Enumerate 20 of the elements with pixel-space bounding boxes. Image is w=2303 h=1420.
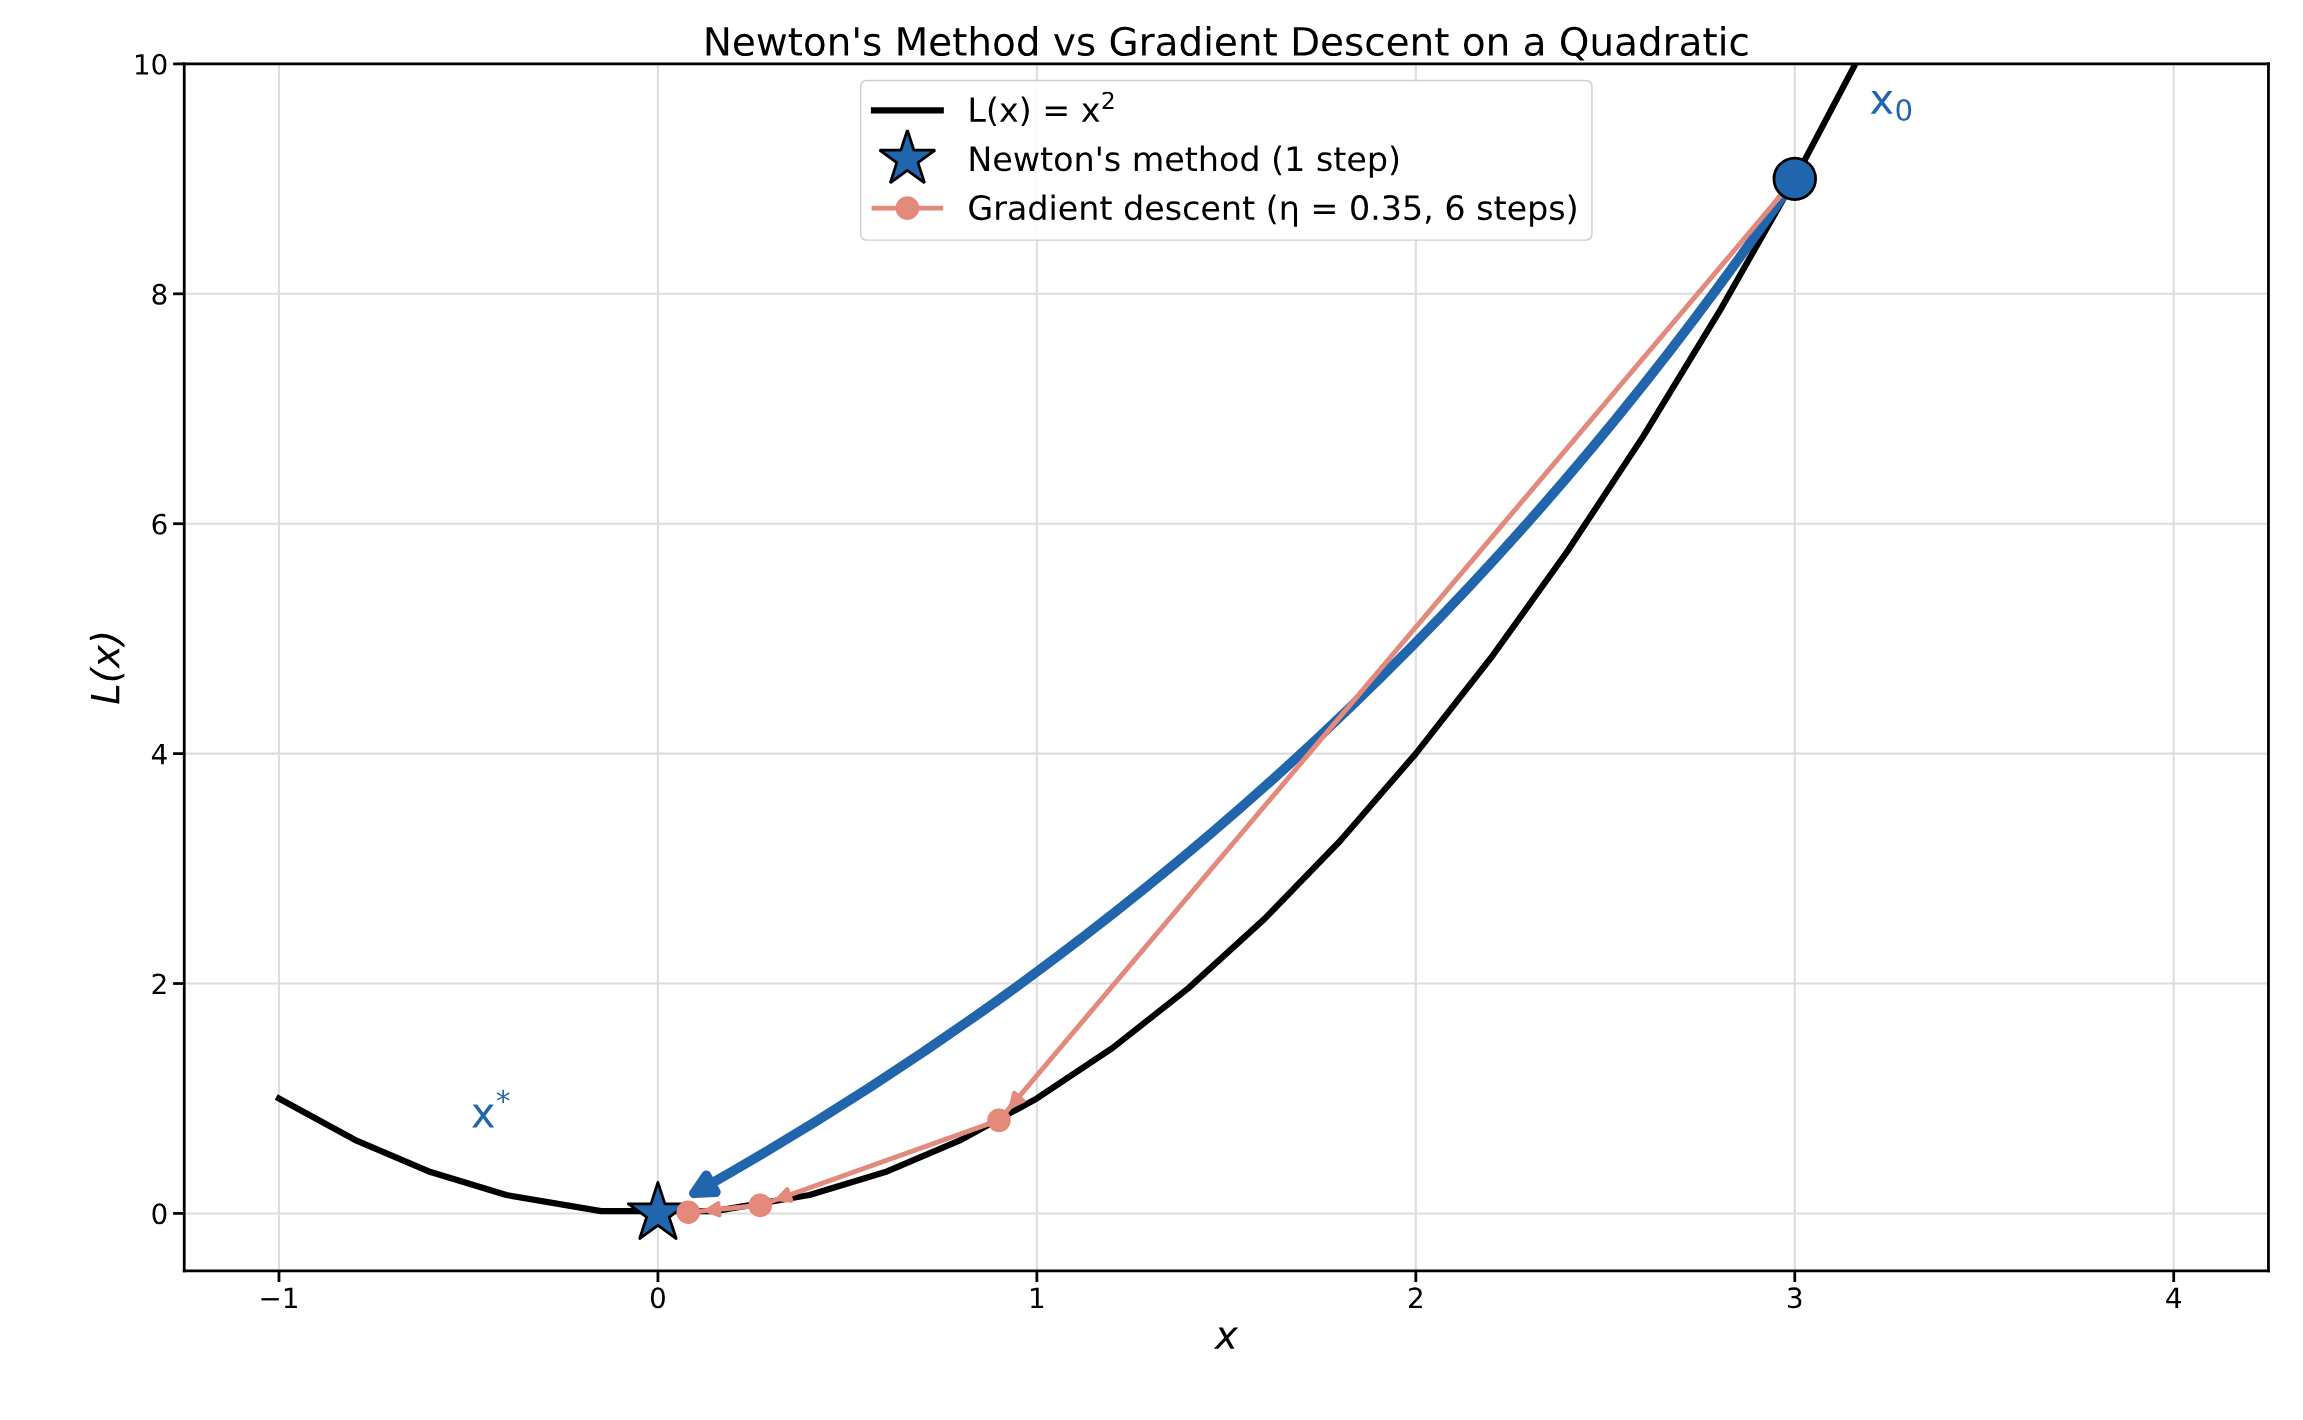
x-tick-label: 1	[1031, 1287, 1044, 1308]
x-tick-label: 2	[1409, 1287, 1422, 1308]
y-tick-label: 4	[151, 743, 167, 765]
legend-label: Newton's method (1 step)	[970, 145, 1399, 178]
annotation: x$^{*}$	[472, 1089, 510, 1128]
y-tick-label: 2	[152, 973, 166, 995]
y-tick-label: 6	[152, 513, 167, 535]
legend-label: Gradient descent (η = 0.35, 6 steps)	[969, 194, 1576, 227]
y-tick-label: 10	[135, 53, 167, 75]
x-tick-label: 4	[2166, 1287, 2181, 1308]
x-axis-title: x	[1213, 1327, 1239, 1349]
x-tick-label: −1	[261, 1287, 297, 1308]
legend-label: L(x) = x$^{2}$	[970, 91, 1114, 127]
y-axis-title: L(x)	[89, 633, 125, 704]
y-tick-label: 8	[152, 283, 167, 305]
y-tick-label: 0	[152, 1203, 167, 1225]
x-tick-label: 3	[1788, 1287, 1802, 1309]
x-tick-label: 0	[650, 1287, 665, 1309]
annotation: x$_{0}$	[1870, 91, 1912, 122]
chart-title: Newton's Method vs Gradient Descent on a Quadratic	[706, 26, 1748, 61]
